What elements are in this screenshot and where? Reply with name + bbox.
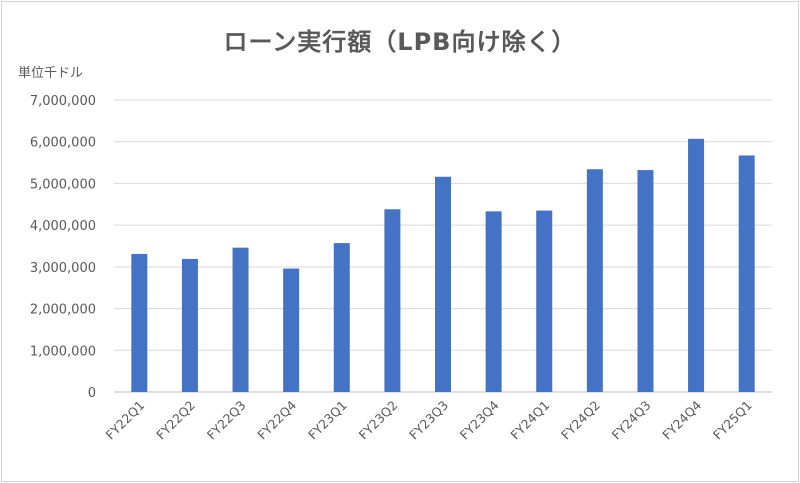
bar	[333, 243, 350, 392]
bar	[637, 170, 654, 392]
bar	[485, 211, 502, 392]
x-tick-label: FY23Q2	[356, 398, 401, 443]
bar	[586, 169, 603, 392]
chart-title: ローン実行額（LPB向け除く）	[223, 28, 577, 56]
y-tick-label: 7,000,000	[30, 94, 96, 109]
x-tick-label: FY22Q1	[103, 398, 148, 443]
x-tick-label: FY24Q3	[609, 398, 654, 443]
bar	[181, 258, 198, 392]
y-tick-label: 0	[88, 386, 96, 401]
bar	[232, 247, 249, 392]
bar	[688, 138, 705, 392]
x-tick-label: FY22Q2	[153, 398, 198, 443]
x-tick-label: FY24Q1	[507, 398, 552, 443]
bar	[384, 209, 401, 392]
y-tick-label: 4,000,000	[30, 219, 96, 234]
y-axis-unit-label: 単位千ドル	[18, 66, 84, 81]
bar	[283, 268, 300, 392]
bar	[131, 253, 148, 392]
bars	[131, 138, 755, 392]
y-tick-label: 5,000,000	[30, 177, 96, 192]
y-axis-ticks: 0 1,000,000 2,000,000 3,000,000 4,000,000 5,0…	[30, 94, 96, 401]
x-tick-label: FY23Q3	[406, 398, 451, 443]
x-tick-label: FY24Q4	[659, 397, 704, 442]
y-tick-label: 6,000,000	[30, 136, 96, 151]
x-axis-ticks: FY22Q1 FY22Q2 FY22Q3 FY22Q4 FY23Q1 FY23Q2 FY23…	[103, 397, 755, 442]
x-tick-label: FY22Q3	[204, 398, 249, 443]
x-tick-label: FY24Q2	[558, 398, 603, 443]
bar	[738, 155, 755, 392]
x-tick-label: FY23Q4	[457, 397, 502, 442]
y-tick-label: 1,000,000	[30, 344, 96, 359]
bar	[536, 210, 553, 392]
bar	[435, 176, 451, 392]
y-tick-label: 2,000,000	[30, 303, 96, 318]
x-tick-label: FY22Q4	[254, 397, 299, 442]
x-tick-label: FY25Q1	[710, 398, 755, 443]
x-tick-label: FY23Q1	[305, 398, 350, 443]
y-tick-label: 3,000,000	[30, 261, 96, 276]
